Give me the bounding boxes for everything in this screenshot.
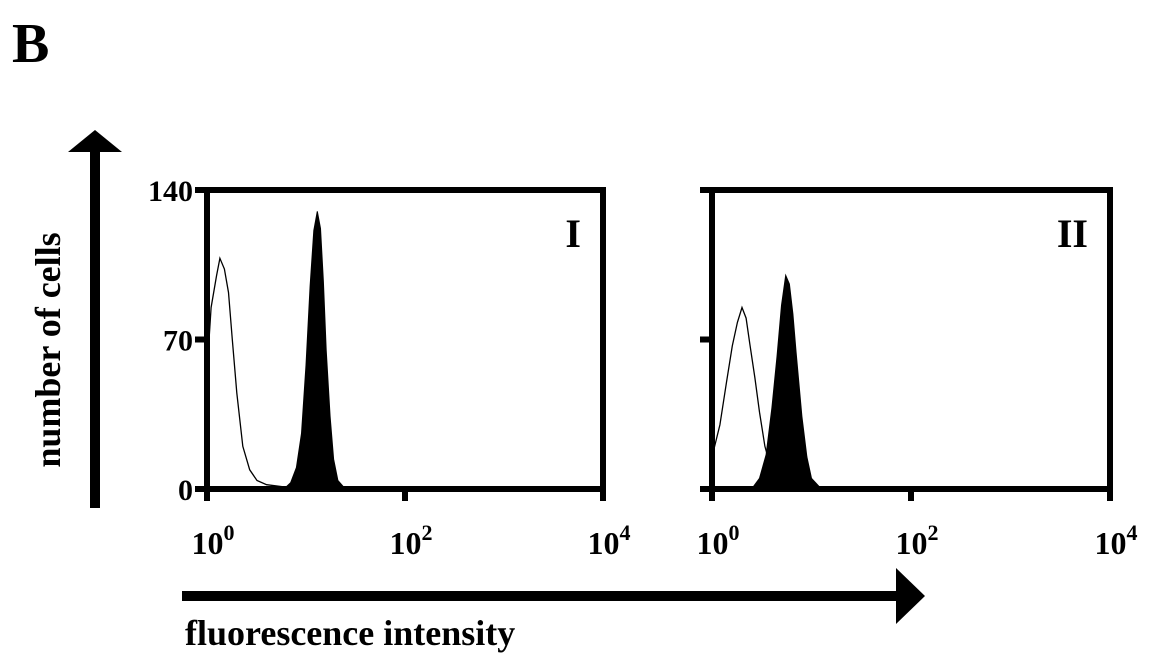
histogram-panel-II: 100 102 104 II [697, 187, 1138, 561]
filled-histogram-series [282, 211, 354, 490]
y-axis-arrow-head [68, 130, 122, 152]
y-tick-label: 0 [178, 474, 193, 507]
histogram-panel-I: 0 70 140 100 102 104 I [148, 175, 631, 561]
x-axis-label: fluorescence intensity [185, 613, 515, 653]
panel-roman-label: I [565, 211, 581, 256]
panel-letter: B [12, 13, 49, 75]
x-axis-arrow-head [896, 568, 925, 624]
y-tick-label: 140 [148, 175, 193, 208]
y-tick-label: 70 [163, 325, 193, 358]
y-axis-label: number of cells [28, 232, 68, 467]
x-tick-label: 102 [896, 520, 939, 561]
filled-histogram-series [750, 273, 830, 490]
x-tick-label: 104 [588, 520, 631, 561]
x-tick-label: 104 [1095, 520, 1138, 561]
panel-roman-label: II [1057, 211, 1088, 256]
x-tick-label: 100 [192, 520, 235, 561]
plot-frame [204, 187, 606, 492]
x-tick-label: 102 [390, 520, 433, 561]
x-tick-label: 100 [697, 520, 740, 561]
